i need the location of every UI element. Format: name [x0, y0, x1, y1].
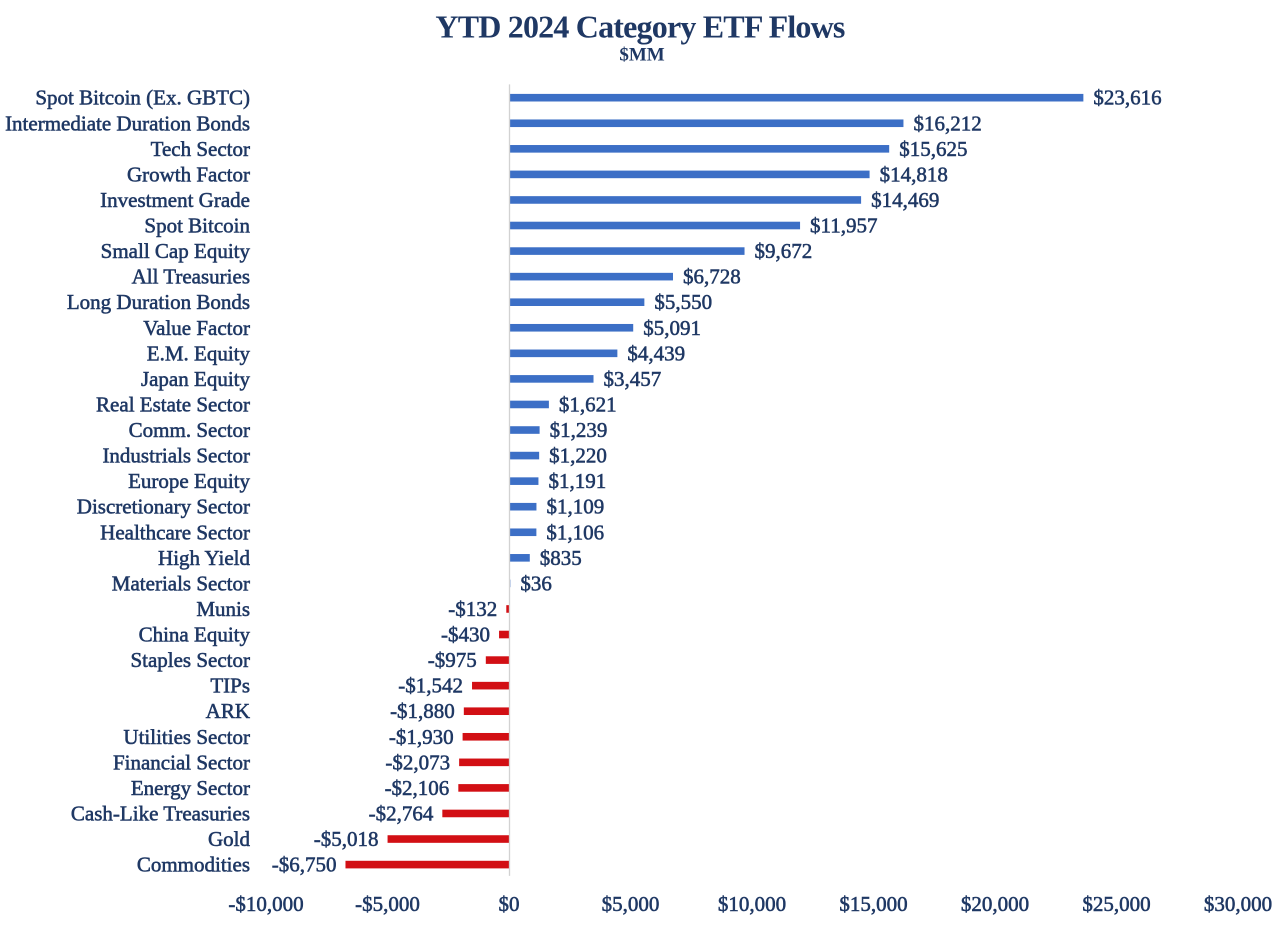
svg-text:Spot Bitcoin: Spot Bitcoin — [144, 214, 250, 238]
svg-text:Energy Sector: Energy Sector — [131, 776, 250, 800]
svg-text:Investment Grade: Investment Grade — [100, 188, 250, 212]
svg-text:$11,957: $11,957 — [810, 214, 877, 238]
svg-text:Japan Equity: Japan Equity — [141, 367, 251, 391]
svg-text:TIPs: TIPs — [210, 674, 250, 698]
svg-text:-$10,000: -$10,000 — [228, 892, 303, 916]
svg-text:-$2,764: -$2,764 — [369, 801, 434, 825]
svg-text:-$1,880: -$1,880 — [390, 699, 455, 723]
svg-text:E.M. Equity: E.M. Equity — [147, 341, 251, 365]
svg-text:Discretionary Sector: Discretionary Sector — [77, 495, 250, 519]
svg-text:$5,091: $5,091 — [643, 316, 701, 340]
svg-text:$10,000: $10,000 — [718, 892, 786, 916]
svg-text:$5,550: $5,550 — [654, 290, 712, 314]
svg-text:Spot Bitcoin (Ex. GBTC): Spot Bitcoin (Ex. GBTC) — [35, 86, 250, 110]
svg-text:Cash-Like Treasuries: Cash-Like Treasuries — [71, 801, 250, 825]
svg-text:-$5,018: -$5,018 — [314, 827, 379, 851]
svg-text:$15,625: $15,625 — [899, 137, 967, 161]
svg-text:Growth Factor: Growth Factor — [127, 162, 250, 186]
svg-text:$16,212: $16,212 — [913, 111, 981, 135]
svg-text:$1,239: $1,239 — [550, 418, 608, 442]
svg-text:$30,000: $30,000 — [1204, 892, 1272, 916]
svg-text:Long Duration Bonds: Long Duration Bonds — [67, 290, 250, 314]
svg-text:Materials Sector: Materials Sector — [112, 571, 250, 595]
svg-text:-$1,930: -$1,930 — [389, 725, 454, 749]
svg-text:$25,000: $25,000 — [1082, 892, 1150, 916]
svg-text:$20,000: $20,000 — [961, 892, 1029, 916]
svg-text:Europe Equity: Europe Equity — [128, 469, 250, 493]
svg-text:Small Cap Equity: Small Cap Equity — [101, 239, 251, 263]
svg-text:Value Factor: Value Factor — [143, 316, 250, 340]
svg-text:$0: $0 — [499, 892, 520, 916]
svg-text:Healthcare Sector: Healthcare Sector — [100, 520, 250, 544]
svg-text:-$5,000: -$5,000 — [355, 892, 420, 916]
svg-text:High Yield: High Yield — [158, 546, 250, 570]
svg-text:ARK: ARK — [206, 699, 250, 723]
svg-text:$36: $36 — [520, 571, 552, 595]
svg-text:$14,818: $14,818 — [880, 162, 948, 186]
svg-text:$6,728: $6,728 — [683, 265, 741, 289]
svg-text:Tech Sector: Tech Sector — [151, 137, 250, 161]
svg-text:-$975: -$975 — [428, 648, 477, 672]
svg-text:$23,616: $23,616 — [1093, 86, 1161, 110]
svg-text:Intermediate Duration Bonds: Intermediate Duration Bonds — [5, 111, 250, 135]
svg-text:Staples Sector: Staples Sector — [130, 648, 250, 672]
svg-text:-$2,106: -$2,106 — [385, 776, 450, 800]
svg-text:-$1,542: -$1,542 — [398, 674, 463, 698]
svg-text:Utilities Sector: Utilities Sector — [123, 725, 250, 749]
svg-text:$835: $835 — [540, 546, 582, 570]
svg-text:-$6,750: -$6,750 — [272, 853, 337, 877]
svg-text:$3,457: $3,457 — [604, 367, 662, 391]
svg-text:$1,220: $1,220 — [549, 444, 607, 468]
svg-text:China Equity: China Equity — [139, 623, 251, 647]
svg-text:Financial Sector: Financial Sector — [113, 750, 250, 774]
svg-text:$4,439: $4,439 — [627, 341, 685, 365]
svg-text:$15,000: $15,000 — [839, 892, 907, 916]
svg-text:$14,469: $14,469 — [871, 188, 939, 212]
svg-text:Comm. Sector: Comm. Sector — [129, 418, 250, 442]
svg-text:Gold: Gold — [208, 827, 251, 851]
svg-text:Real Estate Sector: Real Estate Sector — [96, 392, 250, 416]
svg-text:-$132: -$132 — [448, 597, 497, 621]
svg-text:$MM: $MM — [619, 45, 664, 66]
svg-text:-$2,073: -$2,073 — [385, 750, 450, 774]
svg-text:$1,109: $1,109 — [546, 495, 604, 519]
svg-text:Industrials Sector: Industrials Sector — [102, 444, 250, 468]
svg-text:$9,672: $9,672 — [755, 239, 813, 263]
svg-text:YTD 2024 Category ETF Flows: YTD 2024 Category ETF Flows — [435, 9, 845, 45]
svg-text:$1,621: $1,621 — [559, 392, 617, 416]
svg-text:Munis: Munis — [196, 597, 250, 621]
svg-text:All Treasuries: All Treasuries — [132, 265, 250, 289]
svg-text:$5,000: $5,000 — [602, 892, 660, 916]
svg-text:$1,106: $1,106 — [546, 520, 604, 544]
svg-text:Commodities: Commodities — [137, 853, 250, 877]
svg-text:$1,191: $1,191 — [548, 469, 606, 493]
svg-text:-$430: -$430 — [441, 623, 490, 647]
